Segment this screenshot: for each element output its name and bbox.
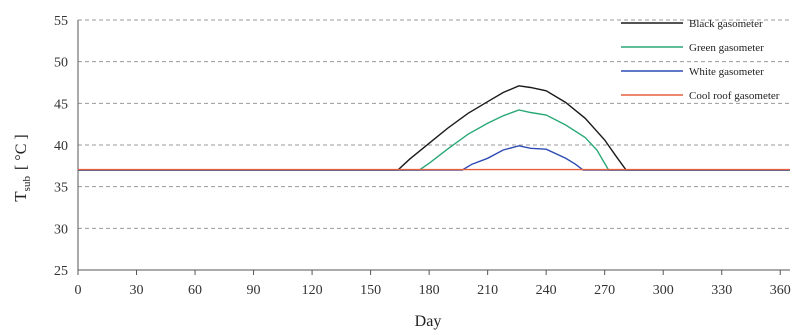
x-tick-label: 360 [770,283,791,298]
legend-label: Cool roof gasometer [689,90,780,102]
x-tick-label: 0 [75,283,82,298]
x-tick-label: 180 [419,283,440,298]
y-axis-title-main: T [11,191,30,202]
x-axis-title: Day [415,313,442,330]
x-tick-label: 30 [130,283,144,298]
legend: Black gasometer Green gasometer White gaso… [621,18,780,102]
y-tick-label: 35 [54,181,68,196]
grid-lines [78,19,790,229]
y-axis-title: Tsub [ °C ] [11,134,33,201]
x-tick-label: 210 [477,283,498,298]
x-tick-label: 300 [653,283,674,298]
y-axis-title-unit: [ °C ] [13,134,30,170]
axes [77,20,790,275]
series-line-green-gasometer [78,109,790,171]
x-tick-label: 90 [247,283,261,298]
series-line-white-gasometer [78,145,790,171]
legend-label: Green gasometer [689,42,764,54]
x-tick-label: 150 [360,283,381,298]
legend-label: White gasometer [689,66,764,78]
y-tick-label: 40 [54,139,68,154]
svg-text:Tsub[ °C ]: Tsub [ °C ] [11,134,33,201]
x-tick-label: 270 [594,283,615,298]
x-tick-label: 330 [711,283,732,298]
y-axis-title-sub: sub [21,176,33,192]
series-line-black-gasometer [78,85,790,171]
y-tick-label: 50 [54,56,68,71]
y-tick-label: 45 [54,97,68,112]
series-lines [78,85,790,171]
x-tick-labels: 0 30 60 90 120 150 180 210 240 270 300 330 360 [75,283,791,298]
y-tick-label: 30 [54,222,68,237]
x-tick-label: 120 [302,283,323,298]
x-tick-label: 60 [188,283,202,298]
legend-label: Black gasometer [689,18,763,30]
y-tick-label: 55 [54,14,68,29]
y-tick-label: 25 [54,264,68,279]
x-tick-label: 240 [536,283,557,298]
y-tick-labels: 25 30 35 40 45 50 55 [54,14,68,279]
